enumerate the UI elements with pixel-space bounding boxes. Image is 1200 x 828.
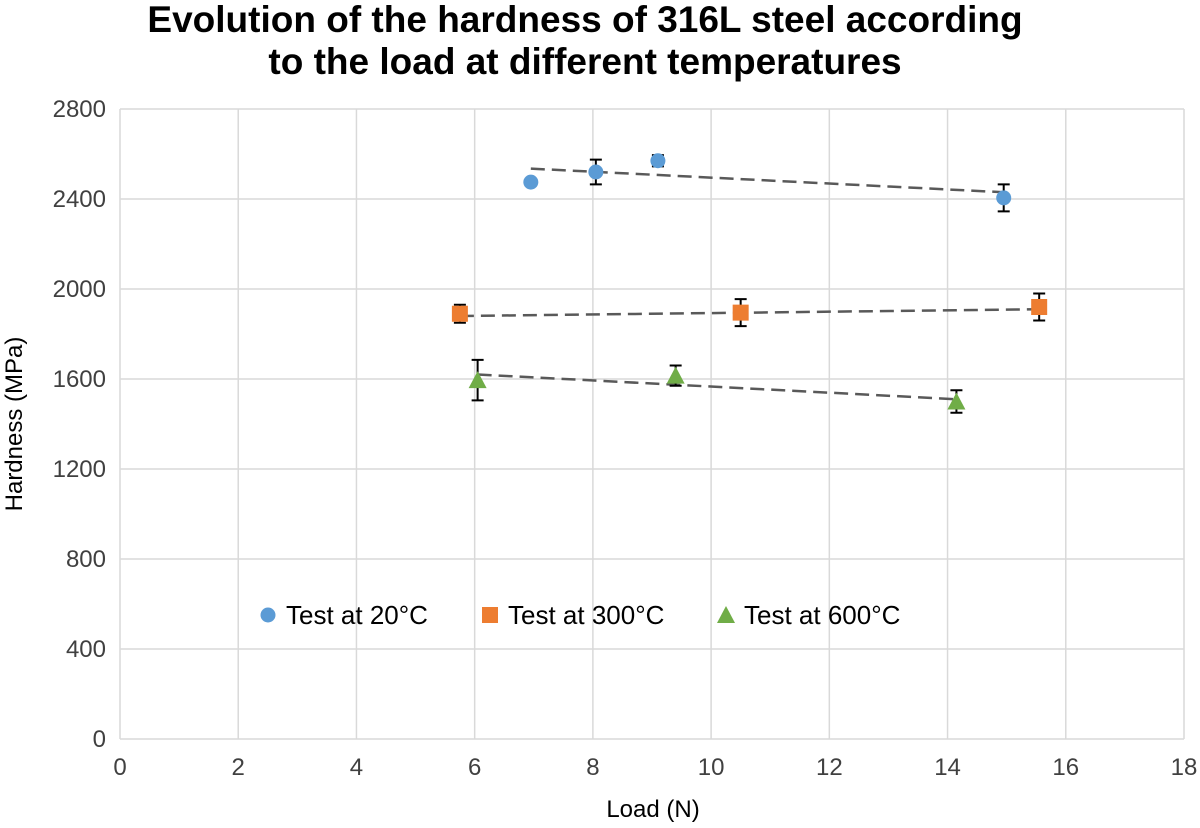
x-tick-label: 14	[934, 754, 961, 781]
legend-marker-square	[482, 607, 498, 623]
x-tick-label: 18	[1171, 754, 1198, 781]
trendlines	[459, 167, 1040, 401]
y-tick-label: 800	[66, 546, 106, 573]
y-tick-label: 2000	[53, 276, 106, 303]
y-tick-label: 400	[66, 636, 106, 663]
data-point-triangle	[666, 366, 685, 384]
x-axis-ticks: 0 2 4 6 8 10 12 14 16 18	[113, 754, 1197, 781]
legend-label-square: Test at 300°C	[508, 600, 664, 630]
data-point-triangle	[468, 371, 487, 389]
data-point-circle	[996, 190, 1012, 206]
chart-title-line-1: Evolution of the hardness of 316L steel …	[147, 0, 1022, 40]
y-tick-label: 1600	[53, 366, 106, 393]
legend: Test at 20°C Test at 300°C Test at 600°C	[260, 600, 900, 630]
y-axis-label: Hardness (MPa)	[1, 337, 28, 512]
data-point-circle	[588, 164, 604, 180]
data-point-square	[732, 304, 749, 321]
legend-marker-circle	[260, 607, 276, 623]
trendline-square	[459, 308, 1040, 318]
legend-label-circle: Test at 20°C	[286, 600, 428, 630]
data-point-circle	[523, 174, 539, 190]
y-axis-ticks: 0 400 800 1200 1600 2000 2400 2800	[53, 96, 106, 753]
y-tick-label: 1200	[53, 456, 106, 483]
x-tick-label: 0	[113, 754, 126, 781]
y-tick-label: 0	[93, 726, 106, 753]
data-point-triangle	[947, 392, 966, 410]
y-tick-label: 2800	[53, 96, 106, 123]
x-axis-label: Load (N)	[606, 796, 699, 823]
x-tick-label: 10	[698, 754, 725, 781]
error-bars	[453, 154, 1046, 414]
trendline-triangle	[477, 373, 957, 401]
data-point-circle	[650, 153, 666, 169]
data-point-square	[451, 305, 468, 322]
x-tick-label: 4	[350, 754, 363, 781]
trendline-circle	[530, 167, 1004, 194]
x-tick-label: 16	[1052, 754, 1079, 781]
gridlines	[119, 108, 1185, 740]
x-tick-label: 6	[468, 754, 481, 781]
y-tick-label: 2400	[53, 186, 106, 213]
legend-label-triangle: Test at 600°C	[744, 600, 900, 630]
chart-title-line-2: to the load at different temperatures	[268, 41, 901, 82]
data-points	[451, 153, 1048, 410]
legend-marker-triangle	[717, 606, 735, 623]
x-tick-label: 12	[816, 754, 843, 781]
x-tick-label: 8	[586, 754, 599, 781]
x-tick-label: 2	[232, 754, 245, 781]
data-point-square	[1031, 299, 1048, 315]
